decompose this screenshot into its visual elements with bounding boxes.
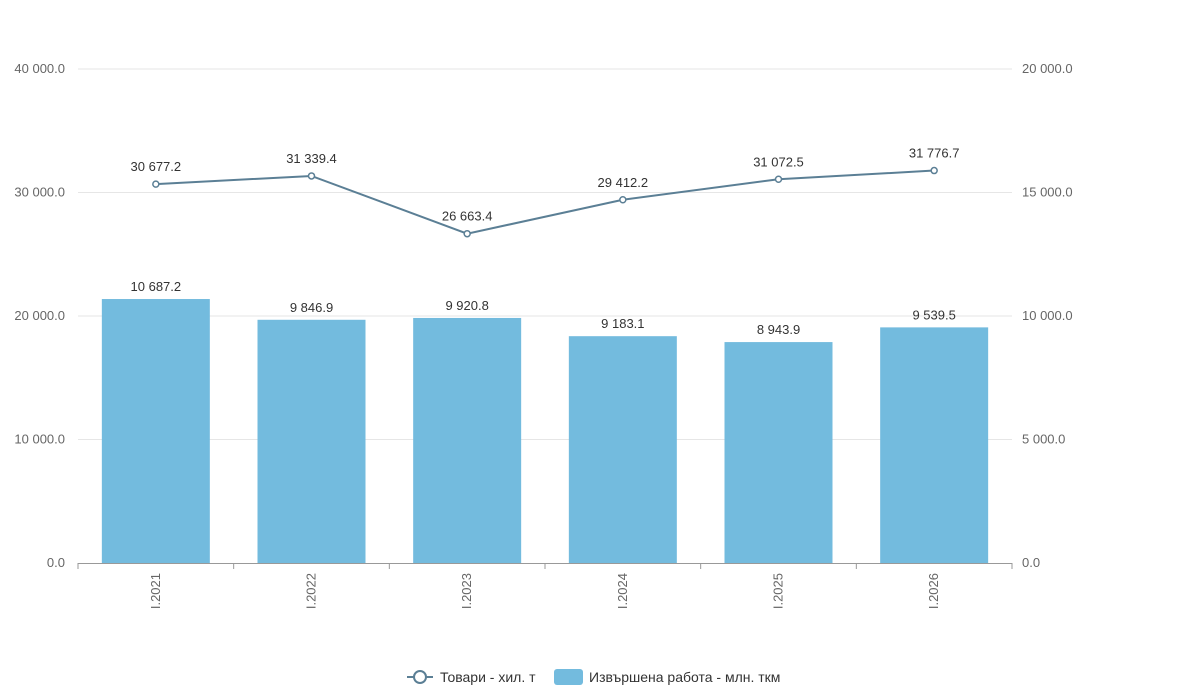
left-axis-tick-label: 20 000.0 bbox=[14, 308, 65, 323]
left-axis-tick-label: 30 000.0 bbox=[14, 185, 65, 200]
x-axis: I.2021 I.2022 I.2023 I.2024 I.2025 I.2026 bbox=[77, 563, 1013, 609]
line-point bbox=[619, 196, 627, 204]
legend-label-work: Извършена работа - млн. ткм bbox=[589, 669, 780, 685]
x-axis-category-label: I.2026 bbox=[926, 573, 941, 609]
x-axis-category-label: I.2022 bbox=[304, 573, 319, 609]
left-axis-tick-label: 0.0 bbox=[47, 555, 65, 570]
line-point bbox=[463, 229, 471, 238]
line-value-label: 31 776.7 bbox=[909, 146, 960, 161]
bar-value-label: 9 183.1 bbox=[601, 316, 644, 331]
bar bbox=[568, 336, 677, 563]
bar-value-label: 9 920.8 bbox=[445, 298, 488, 313]
line-value-label: 31 072.5 bbox=[753, 154, 804, 169]
x-axis-category-label: I.2021 bbox=[148, 573, 163, 609]
legend-line-marker-circle bbox=[413, 670, 427, 684]
left-axis: 0.0 10 000.0 20 000.0 30 000.0 40 000.0 bbox=[14, 61, 65, 570]
x-axis-category-label: I.2023 bbox=[459, 573, 474, 609]
legend-label-goods: Товари - хил. т bbox=[440, 669, 536, 685]
right-axis-tick-label: 10 000.0 bbox=[1022, 308, 1073, 323]
bar-value-label: 8 943.9 bbox=[757, 322, 800, 337]
line-series bbox=[152, 166, 938, 238]
right-axis-tick-label: 0.0 bbox=[1022, 555, 1040, 570]
grid-lines bbox=[78, 68, 1012, 440]
right-axis-tick-label: 15 000.0 bbox=[1022, 185, 1073, 200]
legend: Товари - хил. т Извършена работа - млн. т… bbox=[407, 669, 780, 685]
left-axis-tick-label: 40 000.0 bbox=[14, 61, 65, 76]
bar bbox=[724, 342, 833, 563]
legend-bar-marker bbox=[554, 669, 583, 685]
line-point bbox=[307, 172, 316, 180]
line-value-label: 31 339.4 bbox=[286, 151, 337, 166]
line-value-labels: 30 677.2 31 339.4 26 663.4 29 412.2 31 072.5… bbox=[131, 146, 960, 224]
x-axis-category-label: I.2025 bbox=[771, 573, 786, 609]
bar bbox=[880, 327, 989, 563]
bar bbox=[413, 317, 522, 563]
bar-value-label: 10 687.2 bbox=[131, 279, 182, 294]
right-axis-tick-label: 20 000.0 bbox=[1022, 61, 1073, 76]
line-value-label: 26 663.4 bbox=[442, 209, 493, 224]
bar-value-labels: 10 687.2 9 846.9 9 920.8 9 183.1 8 943.9 9 53… bbox=[131, 279, 956, 337]
right-axis-tick-label: 5 000.0 bbox=[1022, 432, 1065, 447]
bar-value-label: 9 846.9 bbox=[290, 300, 333, 315]
bar-series bbox=[101, 299, 989, 563]
line-path bbox=[155, 169, 935, 235]
line-point bbox=[774, 175, 783, 184]
bar-value-label: 9 539.5 bbox=[912, 307, 955, 322]
line-point bbox=[152, 180, 160, 188]
line-value-label: 29 412.2 bbox=[598, 175, 649, 190]
line-value-label: 30 677.2 bbox=[131, 159, 182, 174]
bar bbox=[257, 319, 366, 563]
bar bbox=[101, 299, 210, 563]
line-point bbox=[930, 166, 938, 175]
left-axis-tick-label: 10 000.0 bbox=[14, 432, 65, 447]
x-axis-category-label: I.2024 bbox=[615, 573, 630, 609]
right-axis: 0.0 5 000.0 10 000.0 15 000.0 20 000.0 bbox=[1022, 61, 1073, 570]
